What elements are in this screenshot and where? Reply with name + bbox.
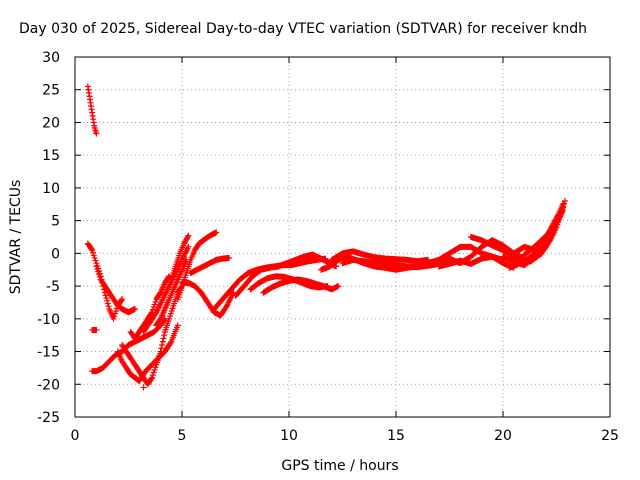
y-tick-label: -20 <box>37 377 60 393</box>
x-tick-label: 15 <box>387 428 405 444</box>
data-point <box>103 295 109 301</box>
data-series-arc-8 <box>140 385 146 391</box>
data-point <box>159 342 165 348</box>
x-tick-label: 0 <box>71 428 80 444</box>
y-tick-label: 15 <box>42 148 60 164</box>
data-series-arc-3 <box>93 263 138 315</box>
y-tick-label: 5 <box>51 214 60 230</box>
y-tick-label: -10 <box>37 312 60 328</box>
y-tick-label: -15 <box>37 345 60 361</box>
y-tick-label: 25 <box>42 83 60 99</box>
x-tick-label: 10 <box>280 428 298 444</box>
x-tick-label: 25 <box>601 428 619 444</box>
y-tick-label: -25 <box>37 410 60 426</box>
chart-title: Day 030 of 2025, Sidereal Day-to-day VTE… <box>19 21 587 37</box>
y-tick-label: 0 <box>51 246 60 262</box>
x-axis-label: GPS time / hours <box>281 458 398 474</box>
data-series-arc-1 <box>85 83 100 136</box>
y-tick-label: 30 <box>42 50 60 66</box>
data-point <box>140 385 146 391</box>
data-point <box>160 339 166 345</box>
data-point <box>104 298 110 304</box>
y-tick-label: -5 <box>46 279 60 295</box>
data-point <box>160 335 166 341</box>
y-tick-label: 10 <box>42 181 60 197</box>
x-tick-label: 20 <box>494 428 512 444</box>
sdtvar-scatter-chart: 0 5 10 15 20 25 -25 -20 -15 -10 -5 0 5 10 15 20 25 30 Day… <box>0 0 640 480</box>
data-point <box>105 301 111 307</box>
y-axis-label: SDTVAR / TECUs <box>8 180 24 295</box>
data-series-arc-4 <box>89 327 99 333</box>
y-tick-label: 20 <box>42 115 60 131</box>
data-point <box>161 332 167 338</box>
data-layer <box>85 83 568 390</box>
x-tick-label: 5 <box>178 428 187 444</box>
